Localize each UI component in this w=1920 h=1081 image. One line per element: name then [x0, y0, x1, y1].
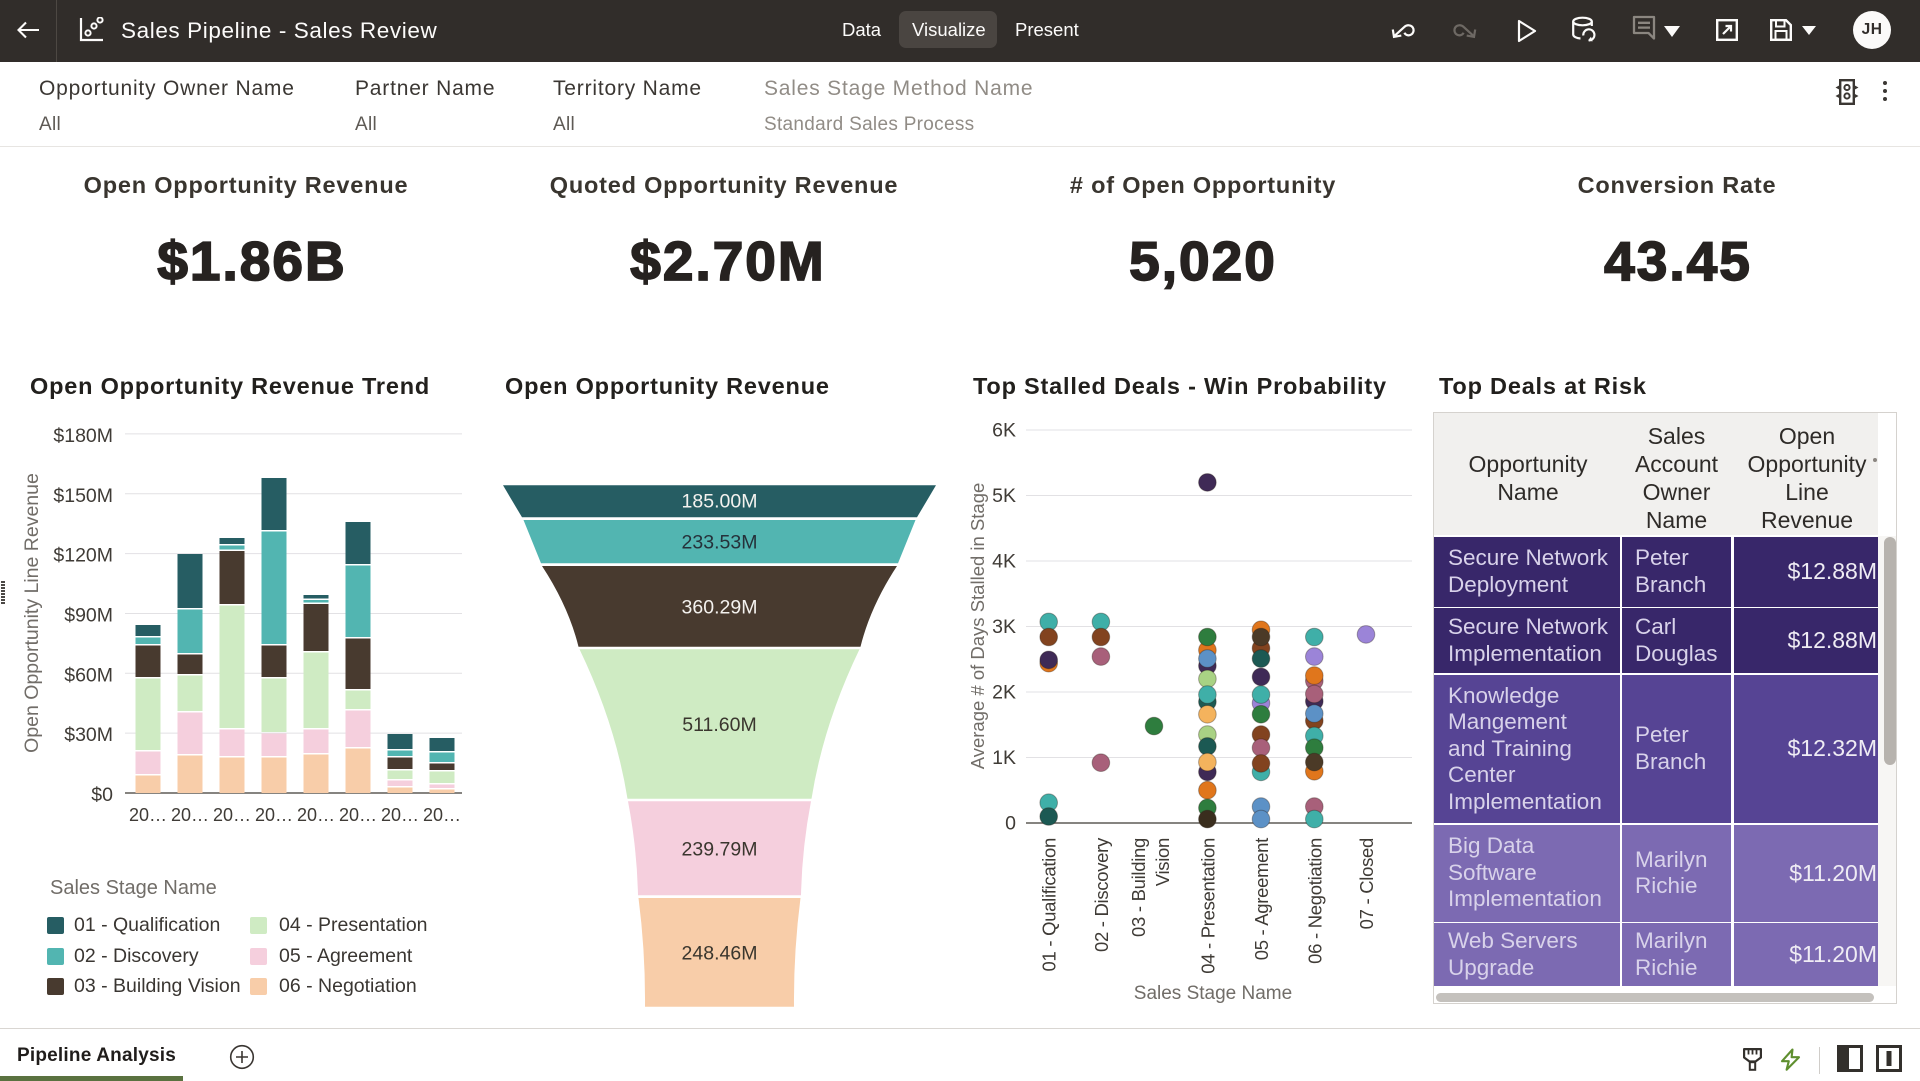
svg-text:0: 0	[1005, 813, 1016, 835]
svg-text:Sales Stage Name: Sales Stage Name	[1134, 983, 1292, 1004]
svg-text:239.79M: 239.79M	[682, 838, 758, 860]
svg-text:07 - Closed: 07 - Closed	[1356, 838, 1377, 929]
svg-text:20…: 20…	[171, 805, 209, 825]
svg-text:Open Opportunity Line Revenue: Open Opportunity Line Revenue	[21, 473, 43, 753]
svg-text:Vision: Vision	[1152, 838, 1173, 886]
svg-text:20…: 20…	[213, 805, 251, 825]
svg-text:03 - Building: 03 - Building	[1128, 838, 1149, 937]
svg-text:Average # of Days Stalled in S: Average # of Days Stalled in Stage	[967, 483, 988, 770]
svg-text:20…: 20…	[129, 805, 167, 825]
svg-text:20…: 20…	[297, 805, 335, 825]
svg-text:04 - Presentation: 04 - Presentation	[1197, 838, 1218, 974]
svg-text:20…: 20…	[423, 805, 461, 825]
svg-text:$0: $0	[91, 784, 113, 806]
svg-text:248.46M: 248.46M	[682, 942, 758, 964]
svg-text:20…: 20…	[255, 805, 293, 825]
svg-text:01 - Qualification: 01 - Qualification	[1039, 838, 1060, 971]
svg-text:511.60M: 511.60M	[682, 714, 756, 736]
svg-text:$180M: $180M	[53, 425, 113, 447]
svg-text:06 - Negotiation: 06 - Negotiation	[1304, 838, 1325, 964]
svg-text:360.29M: 360.29M	[682, 596, 758, 618]
svg-text:4K: 4K	[992, 551, 1016, 573]
svg-text:5K: 5K	[992, 485, 1016, 507]
svg-text:233.53M: 233.53M	[682, 532, 758, 554]
svg-text:6K: 6K	[992, 420, 1016, 442]
svg-text:$60M: $60M	[64, 664, 113, 686]
svg-text:20…: 20…	[381, 805, 419, 825]
svg-text:02 - Discovery: 02 - Discovery	[1091, 837, 1112, 952]
svg-text:05 - Agreement: 05 - Agreement	[1251, 838, 1272, 960]
svg-text:2K: 2K	[992, 682, 1016, 704]
svg-text:$30M: $30M	[64, 724, 113, 746]
svg-text:1K: 1K	[992, 747, 1016, 769]
svg-text:$90M: $90M	[64, 605, 113, 627]
svg-text:$120M: $120M	[53, 545, 113, 567]
svg-text:185.00M: 185.00M	[682, 490, 758, 512]
svg-text:20…: 20…	[339, 805, 377, 825]
svg-text:3K: 3K	[992, 616, 1016, 638]
svg-text:$150M: $150M	[53, 485, 113, 507]
